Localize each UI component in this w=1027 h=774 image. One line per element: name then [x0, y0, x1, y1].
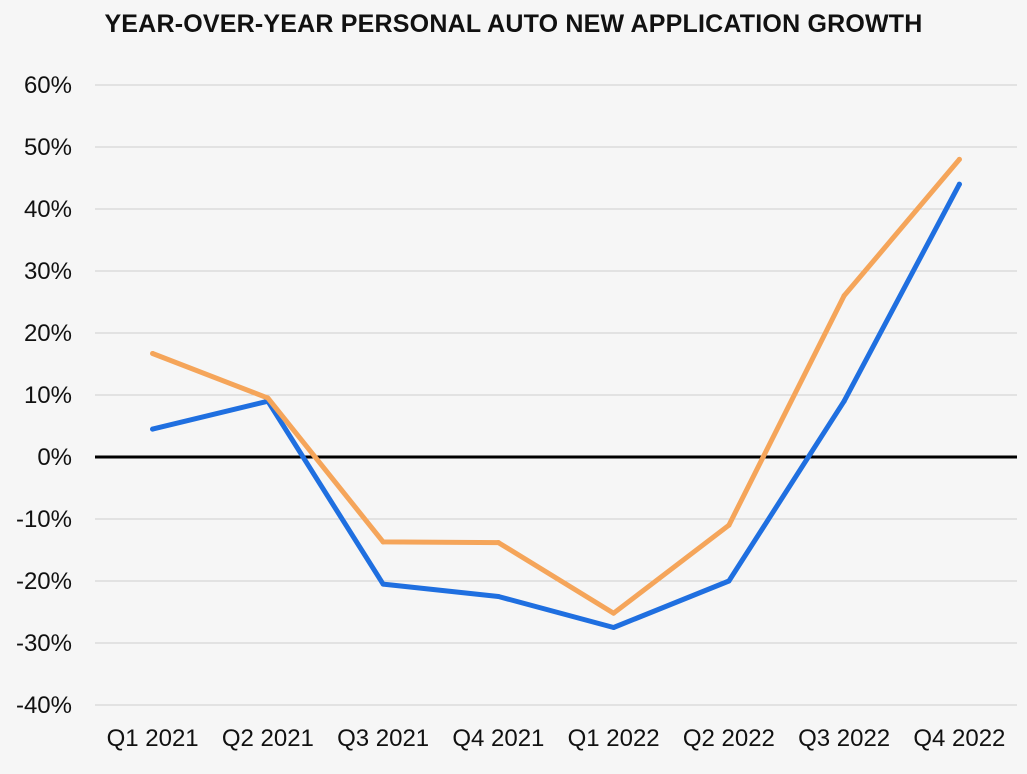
series-line-2: [150, 156, 962, 616]
data-point: [611, 625, 617, 630]
y-tick-label: -10%: [16, 506, 72, 533]
data-point: [380, 581, 386, 587]
data-point: [726, 522, 732, 528]
x-tick-label: Q3 2022: [798, 725, 890, 752]
x-tick-label: Q1 2022: [568, 725, 660, 752]
x-tick-label: Q2 2022: [683, 725, 775, 752]
x-tick-label: Q3 2021: [337, 725, 429, 752]
data-point: [150, 350, 156, 356]
y-tick-label: -40%: [16, 692, 72, 719]
y-tick-label: 40%: [24, 196, 72, 223]
data-point: [495, 540, 501, 546]
x-tick-label: Q1 2021: [107, 725, 199, 752]
data-point: [611, 610, 617, 616]
x-tick-label: Q2 2021: [222, 725, 314, 752]
y-tick-label: 30%: [24, 258, 72, 285]
data-point: [956, 156, 962, 162]
y-tick-label: -20%: [16, 568, 72, 595]
chart-title: YEAR-OVER-YEAR PERSONAL AUTO NEW APPLICA…: [104, 10, 923, 38]
data-point: [265, 395, 271, 401]
data-point: [841, 293, 847, 299]
data-point: [150, 426, 156, 432]
y-tick-label: 10%: [24, 382, 72, 409]
y-tick-label: -30%: [16, 630, 72, 657]
y-tick-label: 60%: [24, 72, 72, 99]
data-point: [841, 398, 847, 404]
data-point: [495, 594, 501, 599]
y-tick-label: 50%: [24, 134, 72, 161]
x-tick-label: Q4 2021: [452, 725, 544, 752]
y-tick-label: 0%: [37, 444, 72, 471]
x-tick-label: Q4 2022: [913, 725, 1005, 752]
data-point: [956, 181, 962, 187]
data-point: [726, 578, 732, 584]
series-line-1: [150, 181, 962, 630]
data-point: [380, 539, 386, 545]
y-tick-label: 20%: [24, 320, 72, 347]
